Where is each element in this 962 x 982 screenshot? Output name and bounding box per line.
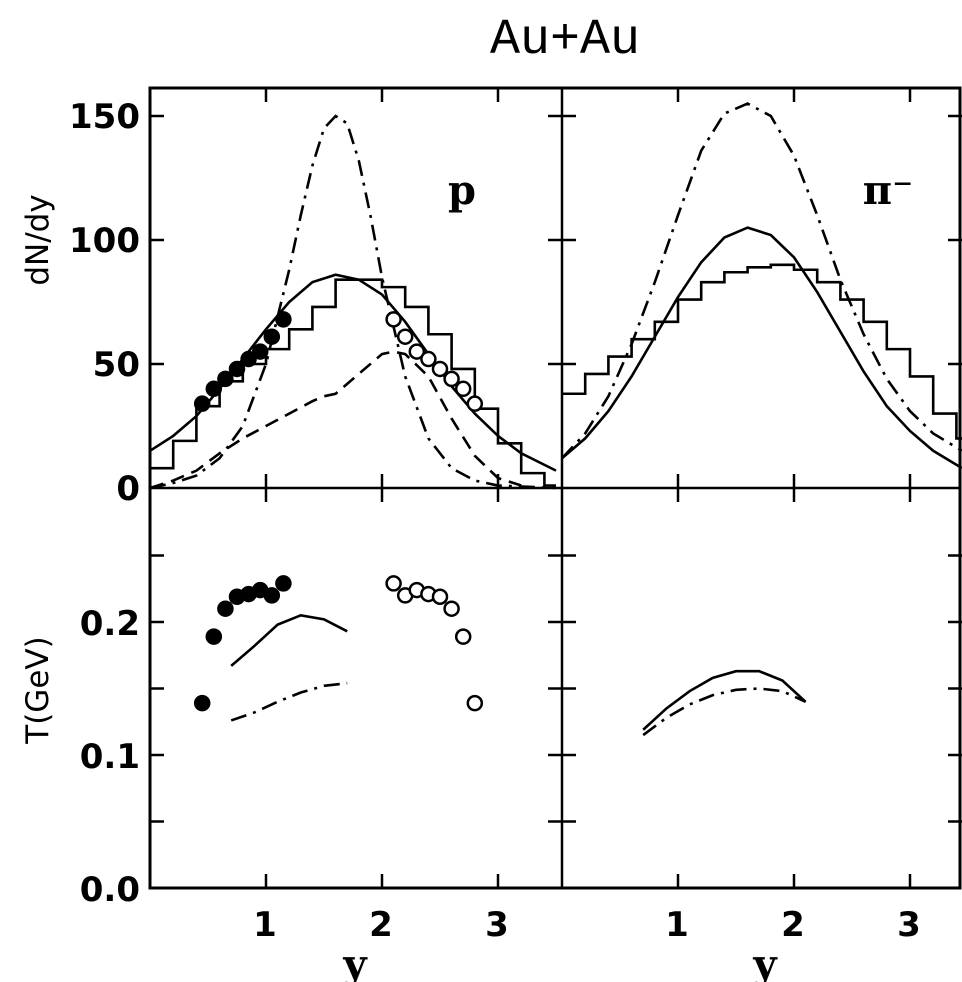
x-axis-label-left: y xyxy=(342,941,368,982)
bottom-y-tick-0.2: 0.2 xyxy=(80,604,140,644)
panel-label-pi: π⁻ xyxy=(863,167,913,214)
p-dN/dy-series-5-open-circles-point-6 xyxy=(454,380,472,398)
bottom-y-tick-0.1: 0.1 xyxy=(80,737,140,777)
pi-T-series-1-dashdot xyxy=(642,687,807,737)
p-T-series-2-filled-circles-point-7 xyxy=(275,575,292,592)
p-T-series-0-solid xyxy=(230,614,348,667)
p-T-series-3-open-circles-point-4 xyxy=(431,588,449,605)
p-T-series-3-open-circles-point-5 xyxy=(443,600,460,617)
pi-dN/dy-series-2-histogram xyxy=(562,263,962,440)
p-dN/dy-series-4-filled-circles-point-0 xyxy=(193,395,211,412)
p-dN/dy-series-5-open-circles-point-7 xyxy=(466,395,484,412)
p-dN/dy-series-5-open-circles-point-5 xyxy=(443,370,460,388)
p-dN/dy-series-4-filled-circles-point-4 xyxy=(240,350,257,368)
top-y-tick-150: 150 xyxy=(69,97,140,137)
p-dN/dy-series-4-filled-circles-point-6 xyxy=(263,328,281,345)
top-y-axis-label: dN/dy xyxy=(20,194,56,285)
p-T-series-2-filled-circles-point-2 xyxy=(217,600,234,617)
p-dN/dy-series-4-filled-circles-point-1 xyxy=(205,380,223,398)
panel-label-p: p xyxy=(448,167,476,214)
p-T-series-2-filled-circles-point-6 xyxy=(263,587,281,604)
p-T-series-2-filled-circles-point-1 xyxy=(205,628,223,645)
p-dN/dy-series-2-dashed xyxy=(149,350,522,490)
x-tick-left-2: 2 xyxy=(369,905,393,945)
x-tick-right-1: 1 xyxy=(665,905,689,945)
bottom-y-axis-label: T(GeV) xyxy=(20,636,56,744)
p-dN/dy-series-5-open-circles-point-3 xyxy=(420,350,437,368)
p-T-series-2-filled-circles-point-0 xyxy=(193,694,211,712)
x-tick-right-3: 3 xyxy=(897,905,921,945)
top-y-tick-50: 50 xyxy=(93,345,140,385)
p-dN/dy-series-4-filled-circles-point-5 xyxy=(251,343,269,360)
p-T-series-3-open-circles-point-0 xyxy=(385,575,402,592)
p-dN/dy-series-5-open-circles-point-0 xyxy=(385,311,402,328)
p-dN/dy-series-5-open-circles-point-1 xyxy=(396,328,414,345)
pi-dN/dy-series-1-dashdot xyxy=(561,102,962,460)
p-dN/dy-series-5-open-circles-point-4 xyxy=(431,360,449,378)
p-dN/dy-series-4-filled-circles-point-3 xyxy=(228,360,246,378)
figure-title: Au+Au xyxy=(490,12,640,69)
p-dN/dy-series-5-open-circles-point-2 xyxy=(408,343,426,360)
pi-dN/dy-series-0-solid xyxy=(561,226,962,470)
p-T-series-3-open-circles-point-7 xyxy=(466,694,484,712)
p-dN/dy-series-4-filled-circles-point-2 xyxy=(217,370,234,388)
p-dN/dy-series-4-filled-circles-point-7 xyxy=(275,311,292,328)
p-T-series-1-dashdot xyxy=(230,681,348,722)
p-T-series-3-open-circles-point-6 xyxy=(454,628,472,645)
p-dN/dy-series-0-solid xyxy=(149,273,557,472)
x-tick-left-3: 3 xyxy=(485,905,509,945)
top-y-tick-0: 0 xyxy=(116,469,140,509)
x-tick-left-1: 1 xyxy=(253,905,277,945)
x-tick-right-2: 2 xyxy=(781,905,805,945)
pi-T-series-0-solid xyxy=(642,669,807,731)
bottom-y-tick-0.0: 0.0 xyxy=(80,870,140,910)
x-axis-label-right: y xyxy=(752,941,778,982)
panels-group xyxy=(148,86,962,890)
top-y-tick-100: 100 xyxy=(69,221,140,261)
